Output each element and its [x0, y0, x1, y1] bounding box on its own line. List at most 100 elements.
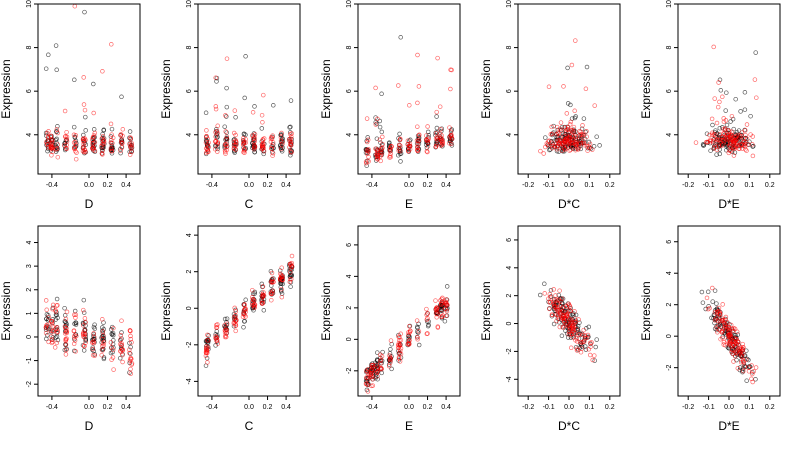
data-point: [71, 124, 77, 130]
data-point: [396, 146, 402, 151]
y-tick-label: 2: [346, 306, 353, 310]
data-point: [366, 159, 371, 164]
y-tick-label: 10: [666, 0, 673, 8]
y-tick-label: 2: [506, 294, 513, 298]
data-point: [223, 334, 229, 340]
data-point: [397, 131, 402, 137]
data-point: [118, 337, 123, 342]
data-point: [705, 306, 711, 312]
data-point: [398, 143, 403, 148]
data-point: [72, 333, 77, 338]
y-tick-label: 2: [186, 270, 193, 274]
data-point: [550, 312, 555, 318]
y-tick-label: -2: [186, 342, 193, 348]
data-point: [366, 149, 371, 155]
data-point: [50, 306, 55, 312]
data-point: [233, 323, 238, 328]
data-point: [750, 142, 755, 147]
panel-3: -0.4 0.0 0.2 0.4 4 6 8 10 E Expression: [319, 0, 461, 211]
data-point: [567, 325, 572, 331]
data-point: [710, 285, 715, 291]
data-point: [365, 382, 370, 388]
data-point: [92, 322, 97, 327]
data-point: [551, 287, 556, 292]
data-point: [437, 104, 443, 109]
data-point: [52, 345, 58, 350]
data-point: [261, 148, 267, 154]
y-tick-label: 6: [186, 89, 193, 93]
data-point: [91, 324, 97, 330]
data-point: [434, 306, 440, 311]
data-point: [731, 359, 736, 364]
panel-8: -0.4 0.0 0.2 0.4 -2 0 2 4 6 E Expression: [319, 225, 461, 433]
data-point: [101, 356, 107, 362]
data-point: [397, 359, 403, 364]
data-point: [127, 129, 133, 134]
data-point: [728, 322, 734, 328]
y-tick-label: 4: [26, 133, 33, 137]
data-point: [288, 270, 293, 275]
data-point: [574, 348, 580, 353]
data-point: [289, 149, 294, 155]
panel-5: -0.2 -0.1 0.0 0.1 0.2 4 6 8 10 D*E Expression: [639, 0, 781, 211]
data-point: [43, 330, 49, 336]
data-point: [567, 323, 572, 328]
data-point: [127, 350, 132, 356]
data-point: [553, 297, 559, 302]
data-point: [45, 130, 50, 136]
data-point: [572, 115, 578, 121]
data-point: [546, 296, 551, 301]
data-point: [746, 357, 751, 363]
data-point: [128, 351, 133, 356]
data-point: [750, 371, 755, 377]
data-point: [554, 146, 560, 152]
panel-2: -0.4 0.0 0.2 0.4 4 6 8 10 C Expression: [159, 0, 301, 211]
data-point: [715, 104, 721, 110]
data-point: [753, 365, 759, 370]
data-point: [233, 147, 238, 152]
data-point: [215, 123, 220, 129]
data-point: [100, 343, 105, 349]
x-axis-title: D*C: [558, 419, 580, 433]
data-point: [270, 291, 275, 297]
data-point: [388, 338, 394, 343]
data-point: [100, 341, 106, 347]
data-point: [408, 137, 413, 143]
data-point: [240, 314, 246, 320]
data-point: [577, 331, 582, 337]
x-tick-label: 0.1: [745, 182, 755, 189]
x-tick-label: 0.0: [84, 404, 94, 411]
y-tick-label: 4: [666, 271, 673, 275]
x-tick-label: -0.4: [206, 404, 218, 411]
data-point: [558, 310, 563, 315]
data-point: [364, 163, 369, 168]
data-point: [91, 132, 97, 138]
x-axis-title: C: [245, 197, 254, 211]
data-point: [742, 90, 748, 95]
data-point: [72, 334, 77, 340]
data-point: [549, 143, 555, 149]
panel-4: -0.2 -0.1 0.0 0.1 0.2 4 6 8 10 D*C Expression: [479, 0, 621, 211]
data-point: [287, 139, 293, 144]
data-point: [569, 62, 575, 68]
data-point: [44, 141, 50, 147]
data-point: [127, 347, 132, 352]
x-tick-label: 0.0: [84, 182, 94, 189]
data-point: [416, 342, 422, 348]
data-point: [250, 287, 255, 293]
y-tick-label: -4: [506, 376, 513, 382]
data-point: [364, 139, 370, 145]
data-point: [377, 118, 383, 124]
data-point: [128, 136, 133, 141]
data-point: [578, 349, 584, 355]
data-point: [49, 340, 55, 346]
data-point: [396, 341, 402, 346]
data-point: [73, 349, 78, 354]
data-point: [554, 312, 559, 318]
data-point: [375, 373, 380, 379]
data-point: [424, 331, 430, 337]
data-point: [215, 341, 221, 346]
data-point: [548, 287, 554, 293]
data-point: [288, 124, 293, 130]
data-point: [118, 341, 123, 347]
